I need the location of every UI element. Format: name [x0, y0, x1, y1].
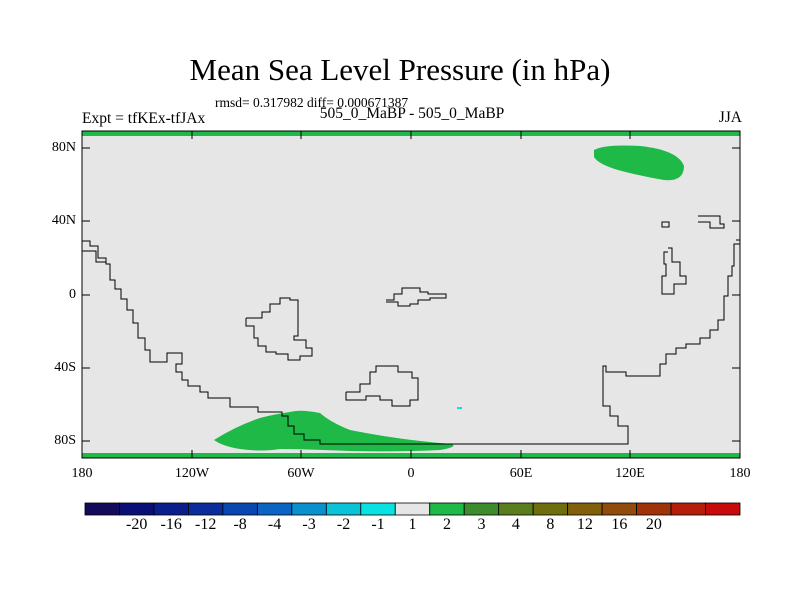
colorbar-label: -1 — [371, 516, 385, 533]
map-background — [82, 131, 740, 458]
y-tick-label-40n: 40N — [51, 213, 76, 228]
colorbar-label: 16 — [611, 516, 628, 533]
colorbar-swatch — [670, 502, 706, 516]
colorbar-swatch — [222, 502, 258, 516]
plot-title: Mean Sea Level Pressure (in hPa) — [189, 52, 611, 87]
colorbar-swatch — [153, 502, 189, 516]
coastline-south-america — [245, 297, 313, 361]
coastline-east-asia — [661, 247, 687, 295]
colorbar-label: -8 — [233, 516, 247, 533]
antarctic-positive-region — [214, 410, 454, 452]
coastline-southern-island — [345, 365, 419, 407]
arctic-positive-region — [594, 145, 684, 181]
x-tick-label-120w: 120W — [174, 466, 210, 481]
coastline-northeast — [698, 215, 725, 229]
colorbar-label: 1 — [408, 516, 417, 533]
colorbar-swatch — [394, 502, 431, 516]
colorbar-swatch — [256, 502, 293, 516]
negative-speck — [457, 407, 462, 409]
colorbar-swatch — [325, 502, 362, 516]
x-tick-label-120e: 120E — [615, 466, 645, 481]
colorbar-label: 2 — [442, 516, 451, 533]
x-tick-label-0: 0 — [407, 466, 415, 481]
colorbar-swatch — [360, 502, 396, 516]
colorbar-swatch — [463, 502, 500, 516]
coastline-small-island — [661, 221, 670, 228]
y-tick-label-40s: 40S — [54, 360, 76, 375]
colorbar-label: 4 — [511, 516, 520, 533]
colorbar-label: -20 — [126, 516, 148, 533]
coastline-main — [82, 240, 740, 445]
colorbar-swatch — [532, 502, 569, 516]
colorbar — [84, 502, 741, 516]
colorbar-swatch — [636, 502, 672, 516]
colorbar-swatch — [705, 502, 741, 516]
season-label: JJA — [718, 109, 742, 126]
coastline-west-edge — [82, 250, 106, 263]
x-tick-label-60e: 60E — [509, 466, 533, 481]
colorbar-label: -4 — [267, 516, 282, 533]
colorbar-label: 3 — [477, 516, 486, 533]
coastline-africa — [386, 287, 447, 307]
x-tick-label-60w: 60W — [287, 466, 315, 481]
colorbar-swatch — [429, 502, 465, 516]
colorbar-label: -16 — [160, 516, 182, 533]
y-tick-label-80n: 80N — [51, 140, 76, 155]
colorbar-label: 20 — [645, 516, 662, 533]
colorbar-swatch — [291, 502, 327, 516]
y-tick-label-0: 0 — [69, 287, 76, 302]
colorbar-swatch — [498, 502, 534, 516]
colorbar-swatch — [567, 502, 603, 516]
colorbar-label: -3 — [302, 516, 316, 533]
y-axis-ticks — [82, 147, 740, 442]
colorbar-label: 8 — [546, 516, 555, 533]
colorbar-label: -12 — [194, 516, 217, 533]
experiment-label: Expt = tfKEx-tfJAx — [82, 110, 206, 127]
y-tick-label-80s: 80S — [54, 433, 76, 448]
x-axis-ticks — [81, 131, 741, 458]
stats-label: rmsd= 0.317982 diff= 0.000671387 — [215, 95, 409, 110]
colorbar-swatch — [188, 502, 224, 516]
colorbar-swatch — [119, 502, 155, 516]
colorbar-label: 12 — [576, 516, 593, 533]
colorbar-label: -2 — [336, 516, 351, 533]
coastlines — [82, 215, 740, 445]
x-tick-label-180e: 180 — [729, 466, 751, 481]
colorbar-swatch — [601, 502, 637, 516]
comparison-label: 505_0_MaBP - 505_0_MaBP — [319, 105, 505, 122]
x-tick-label-180w: 180 — [71, 466, 93, 481]
colorbar-swatch — [84, 502, 120, 516]
